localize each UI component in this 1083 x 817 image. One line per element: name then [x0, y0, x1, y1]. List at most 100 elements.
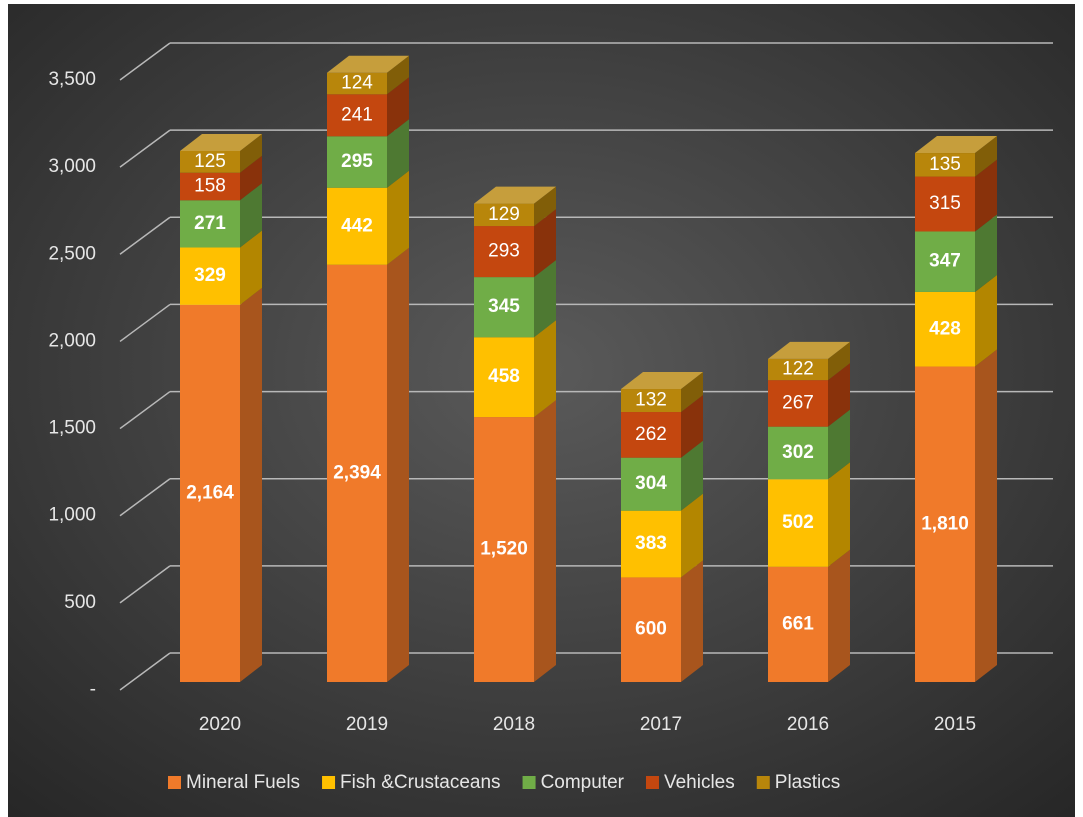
y-tick-label: 500: [64, 592, 96, 613]
bar-side: [975, 159, 997, 232]
grid-line-side: [119, 390, 171, 430]
bar-side: [534, 260, 556, 338]
data-label: 271: [194, 213, 226, 234]
bar: [915, 231, 975, 292]
bar: [915, 291, 975, 367]
bar: [621, 412, 681, 458]
bar: [768, 358, 828, 381]
bar: [180, 200, 240, 248]
bar-side: [828, 549, 850, 682]
data-label: 293: [488, 241, 520, 262]
bar: [180, 247, 240, 305]
bar: [621, 457, 681, 511]
legend-label: Plastics: [775, 772, 840, 793]
bar-side: [681, 560, 703, 682]
bar: [768, 566, 828, 682]
legend-swatch: [522, 776, 536, 789]
bar-side: [387, 55, 409, 95]
bar-side: [681, 440, 703, 511]
y-tick-label: 3,500: [48, 69, 96, 90]
y-tick-label: -: [90, 679, 96, 700]
data-label: 347: [929, 251, 961, 272]
bar-top: [621, 372, 703, 390]
bar: [474, 226, 534, 278]
legend-label: Vehicles: [664, 772, 735, 793]
bar-side: [975, 349, 997, 682]
x-tick-label: 2018: [493, 714, 535, 735]
grid-line-side: [119, 216, 171, 255]
bar-side: [681, 395, 703, 458]
legend-swatch: [322, 776, 336, 789]
y-tick-label: 1,000: [48, 505, 96, 526]
data-label: 262: [635, 424, 667, 445]
bar: [621, 389, 681, 413]
bar-side: [681, 493, 703, 578]
data-label: 345: [488, 296, 520, 317]
bar-side: [387, 170, 409, 265]
x-tick-label: 2017: [640, 714, 682, 735]
data-label: 295: [341, 151, 373, 172]
bar-side: [240, 155, 262, 201]
bar-side: [828, 363, 850, 427]
data-label: 241: [341, 104, 373, 125]
bar-side: [975, 274, 997, 367]
bar-side: [240, 133, 262, 173]
y-tick-label: 2,000: [48, 330, 96, 351]
bar: [327, 136, 387, 188]
data-label: 442: [341, 215, 373, 236]
bar: [474, 417, 534, 682]
bar-side: [240, 183, 262, 248]
bar-side: [681, 372, 703, 413]
data-label: 132: [635, 390, 667, 411]
bar-side: [387, 119, 409, 188]
data-label: 135: [929, 154, 961, 175]
bar-side: [387, 247, 409, 682]
bar: [327, 94, 387, 137]
bar-side: [240, 287, 262, 682]
bar: [327, 264, 387, 682]
bar-top: [180, 133, 262, 151]
bar-top: [915, 136, 997, 154]
data-label: 383: [635, 533, 667, 554]
x-tick-label: 2020: [199, 714, 241, 735]
bar: [621, 510, 681, 578]
data-label: 302: [782, 442, 814, 463]
bar: [327, 187, 387, 265]
bar-side: [975, 136, 997, 177]
data-label: 158: [194, 176, 226, 197]
bar-side: [387, 77, 409, 137]
data-label: 129: [488, 204, 520, 225]
grid-line-side: [119, 303, 171, 343]
legend-swatch: [168, 776, 181, 789]
x-tick-label: 2016: [787, 714, 829, 735]
bar-side: [828, 341, 850, 381]
bar: [180, 172, 240, 201]
legend-label: Computer: [541, 772, 625, 793]
data-label: 304: [635, 473, 667, 494]
legend-swatch: [756, 776, 770, 789]
bar-side: [534, 186, 556, 227]
bar-side: [975, 214, 997, 292]
data-label: 1,810: [921, 513, 969, 534]
x-tick-label: 2019: [346, 714, 388, 735]
grid-line-side: [119, 478, 171, 517]
bar-top: [327, 55, 409, 73]
legend-label: Mineral Fuels: [186, 772, 300, 793]
data-label: 428: [929, 318, 961, 339]
bar: [915, 176, 975, 232]
bar-side: [534, 400, 556, 682]
data-label: 2,394: [333, 462, 381, 483]
data-label: 122: [782, 359, 814, 380]
bar: [474, 337, 534, 418]
grid-line-side: [119, 42, 171, 81]
bar: [768, 479, 828, 567]
data-label: 600: [635, 619, 667, 640]
legend-swatch: [645, 776, 659, 789]
y-tick-label: 1,500: [48, 418, 96, 439]
bar: [768, 380, 828, 427]
bar: [474, 203, 534, 227]
y-tick-label: 2,500: [48, 243, 96, 264]
bar: [474, 277, 534, 338]
